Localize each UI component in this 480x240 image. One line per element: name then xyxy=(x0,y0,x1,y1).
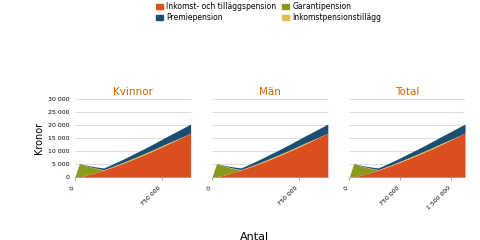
Title: Total: Total xyxy=(395,87,419,97)
Title: Män: Män xyxy=(259,87,281,97)
Y-axis label: Kronor: Kronor xyxy=(34,122,44,154)
Title: Kvinnor: Kvinnor xyxy=(113,87,153,97)
Legend: Inkomst- och tilläggspension, Premiepension, Garantipension, Inkomstpensionstill: Inkomst- och tilläggspension, Premiepens… xyxy=(153,0,384,25)
Text: Antal: Antal xyxy=(240,232,269,240)
